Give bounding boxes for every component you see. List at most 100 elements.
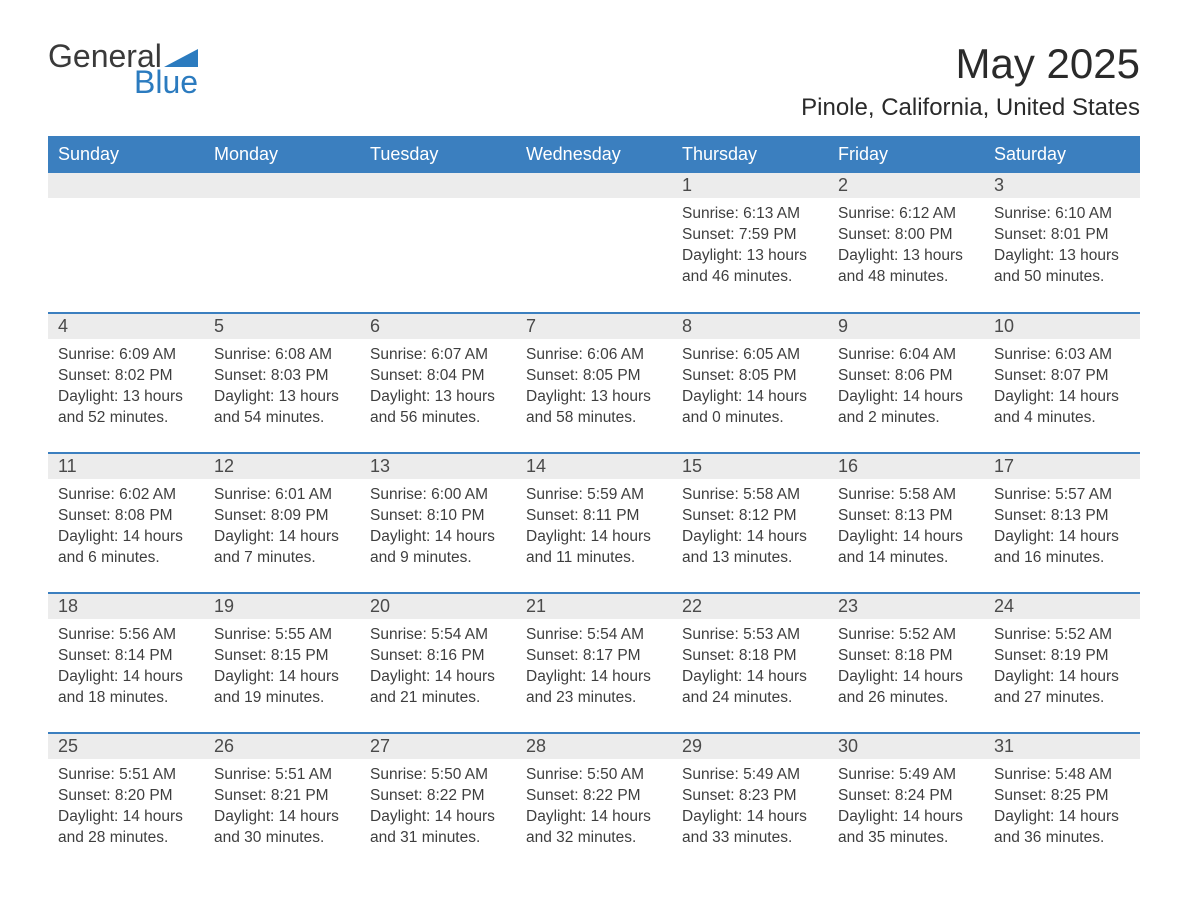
day-number: 12 xyxy=(204,454,360,479)
day-number: 13 xyxy=(360,454,516,479)
day-of-week-header: Thursday xyxy=(672,136,828,173)
day-of-week-header: Friday xyxy=(828,136,984,173)
day-of-week-header: Tuesday xyxy=(360,136,516,173)
day-data: Sunrise: 6:01 AMSunset: 8:09 PMDaylight:… xyxy=(204,479,360,585)
day-data: Sunrise: 5:48 AMSunset: 8:25 PMDaylight:… xyxy=(984,759,1140,865)
calendar-cell: 22Sunrise: 5:53 AMSunset: 8:18 PMDayligh… xyxy=(672,593,828,733)
calendar-week: 25Sunrise: 5:51 AMSunset: 8:20 PMDayligh… xyxy=(48,733,1140,873)
day-number xyxy=(204,173,360,198)
day-data: Sunrise: 6:06 AMSunset: 8:05 PMDaylight:… xyxy=(516,339,672,445)
logo-word2: Blue xyxy=(134,66,198,98)
calendar-cell: 9Sunrise: 6:04 AMSunset: 8:06 PMDaylight… xyxy=(828,313,984,453)
day-number: 3 xyxy=(984,173,1140,198)
day-number: 8 xyxy=(672,314,828,339)
day-number: 9 xyxy=(828,314,984,339)
day-number: 15 xyxy=(672,454,828,479)
day-number: 5 xyxy=(204,314,360,339)
day-number: 28 xyxy=(516,734,672,759)
calendar-cell: 12Sunrise: 6:01 AMSunset: 8:09 PMDayligh… xyxy=(204,453,360,593)
calendar-cell: 31Sunrise: 5:48 AMSunset: 8:25 PMDayligh… xyxy=(984,733,1140,873)
calendar-cell: 21Sunrise: 5:54 AMSunset: 8:17 PMDayligh… xyxy=(516,593,672,733)
day-number: 1 xyxy=(672,173,828,198)
day-data: Sunrise: 5:49 AMSunset: 8:24 PMDaylight:… xyxy=(828,759,984,865)
calendar-cell xyxy=(204,173,360,313)
calendar-cell: 19Sunrise: 5:55 AMSunset: 8:15 PMDayligh… xyxy=(204,593,360,733)
calendar-cell: 26Sunrise: 5:51 AMSunset: 8:21 PMDayligh… xyxy=(204,733,360,873)
day-data: Sunrise: 5:56 AMSunset: 8:14 PMDaylight:… xyxy=(48,619,204,725)
calendar-week: 11Sunrise: 6:02 AMSunset: 8:08 PMDayligh… xyxy=(48,453,1140,593)
day-number: 27 xyxy=(360,734,516,759)
calendar-week: 4Sunrise: 6:09 AMSunset: 8:02 PMDaylight… xyxy=(48,313,1140,453)
day-data: Sunrise: 6:13 AMSunset: 7:59 PMDaylight:… xyxy=(672,198,828,304)
day-data: Sunrise: 6:07 AMSunset: 8:04 PMDaylight:… xyxy=(360,339,516,445)
day-of-week-header: Monday xyxy=(204,136,360,173)
calendar-cell: 30Sunrise: 5:49 AMSunset: 8:24 PMDayligh… xyxy=(828,733,984,873)
day-data: Sunrise: 6:00 AMSunset: 8:10 PMDaylight:… xyxy=(360,479,516,585)
day-number: 14 xyxy=(516,454,672,479)
calendar-cell: 15Sunrise: 5:58 AMSunset: 8:12 PMDayligh… xyxy=(672,453,828,593)
day-number: 26 xyxy=(204,734,360,759)
day-data: Sunrise: 5:58 AMSunset: 8:12 PMDaylight:… xyxy=(672,479,828,585)
day-number: 31 xyxy=(984,734,1140,759)
day-data: Sunrise: 5:50 AMSunset: 8:22 PMDaylight:… xyxy=(516,759,672,865)
day-number: 16 xyxy=(828,454,984,479)
calendar-cell: 24Sunrise: 5:52 AMSunset: 8:19 PMDayligh… xyxy=(984,593,1140,733)
day-number: 2 xyxy=(828,173,984,198)
day-number: 17 xyxy=(984,454,1140,479)
day-number: 25 xyxy=(48,734,204,759)
day-data: Sunrise: 5:52 AMSunset: 8:18 PMDaylight:… xyxy=(828,619,984,725)
calendar-cell: 29Sunrise: 5:49 AMSunset: 8:23 PMDayligh… xyxy=(672,733,828,873)
calendar-cell: 20Sunrise: 5:54 AMSunset: 8:16 PMDayligh… xyxy=(360,593,516,733)
day-number: 21 xyxy=(516,594,672,619)
day-data: Sunrise: 6:12 AMSunset: 8:00 PMDaylight:… xyxy=(828,198,984,304)
day-data: Sunrise: 5:51 AMSunset: 8:21 PMDaylight:… xyxy=(204,759,360,865)
location: Pinole, California, United States xyxy=(801,94,1140,122)
calendar-cell: 25Sunrise: 5:51 AMSunset: 8:20 PMDayligh… xyxy=(48,733,204,873)
day-data: Sunrise: 5:55 AMSunset: 8:15 PMDaylight:… xyxy=(204,619,360,725)
day-data: Sunrise: 6:08 AMSunset: 8:03 PMDaylight:… xyxy=(204,339,360,445)
calendar-week: 18Sunrise: 5:56 AMSunset: 8:14 PMDayligh… xyxy=(48,593,1140,733)
calendar-cell: 1Sunrise: 6:13 AMSunset: 7:59 PMDaylight… xyxy=(672,173,828,313)
day-data: Sunrise: 5:49 AMSunset: 8:23 PMDaylight:… xyxy=(672,759,828,865)
day-number: 19 xyxy=(204,594,360,619)
day-data: Sunrise: 6:09 AMSunset: 8:02 PMDaylight:… xyxy=(48,339,204,445)
calendar-cell: 14Sunrise: 5:59 AMSunset: 8:11 PMDayligh… xyxy=(516,453,672,593)
day-number xyxy=(516,173,672,198)
logo: General Blue xyxy=(48,40,198,98)
day-number xyxy=(48,173,204,198)
calendar-cell: 10Sunrise: 6:03 AMSunset: 8:07 PMDayligh… xyxy=(984,313,1140,453)
calendar-cell xyxy=(360,173,516,313)
calendar-cell: 5Sunrise: 6:08 AMSunset: 8:03 PMDaylight… xyxy=(204,313,360,453)
calendar-cell: 8Sunrise: 6:05 AMSunset: 8:05 PMDaylight… xyxy=(672,313,828,453)
calendar-body: 1Sunrise: 6:13 AMSunset: 7:59 PMDaylight… xyxy=(48,173,1140,873)
day-data: Sunrise: 5:54 AMSunset: 8:16 PMDaylight:… xyxy=(360,619,516,725)
day-data: Sunrise: 6:04 AMSunset: 8:06 PMDaylight:… xyxy=(828,339,984,445)
calendar-cell xyxy=(48,173,204,313)
calendar-week: 1Sunrise: 6:13 AMSunset: 7:59 PMDaylight… xyxy=(48,173,1140,313)
day-number: 23 xyxy=(828,594,984,619)
day-data: Sunrise: 5:52 AMSunset: 8:19 PMDaylight:… xyxy=(984,619,1140,725)
calendar-cell: 3Sunrise: 6:10 AMSunset: 8:01 PMDaylight… xyxy=(984,173,1140,313)
day-data: Sunrise: 6:05 AMSunset: 8:05 PMDaylight:… xyxy=(672,339,828,445)
month-title: May 2025 xyxy=(801,40,1140,88)
day-number: 24 xyxy=(984,594,1140,619)
day-of-week-header: Sunday xyxy=(48,136,204,173)
calendar-cell: 13Sunrise: 6:00 AMSunset: 8:10 PMDayligh… xyxy=(360,453,516,593)
day-number: 6 xyxy=(360,314,516,339)
day-of-week-header: Wednesday xyxy=(516,136,672,173)
calendar-cell: 17Sunrise: 5:57 AMSunset: 8:13 PMDayligh… xyxy=(984,453,1140,593)
calendar-cell: 4Sunrise: 6:09 AMSunset: 8:02 PMDaylight… xyxy=(48,313,204,453)
calendar-cell: 7Sunrise: 6:06 AMSunset: 8:05 PMDaylight… xyxy=(516,313,672,453)
day-data: Sunrise: 6:02 AMSunset: 8:08 PMDaylight:… xyxy=(48,479,204,585)
calendar-cell xyxy=(516,173,672,313)
calendar-cell: 23Sunrise: 5:52 AMSunset: 8:18 PMDayligh… xyxy=(828,593,984,733)
day-data: Sunrise: 5:58 AMSunset: 8:13 PMDaylight:… xyxy=(828,479,984,585)
header: General Blue May 2025 Pinole, California… xyxy=(48,40,1140,122)
day-data: Sunrise: 6:10 AMSunset: 8:01 PMDaylight:… xyxy=(984,198,1140,304)
day-data: Sunrise: 6:03 AMSunset: 8:07 PMDaylight:… xyxy=(984,339,1140,445)
calendar-cell: 18Sunrise: 5:56 AMSunset: 8:14 PMDayligh… xyxy=(48,593,204,733)
day-number: 29 xyxy=(672,734,828,759)
day-number: 22 xyxy=(672,594,828,619)
title-block: May 2025 Pinole, California, United Stat… xyxy=(801,40,1140,122)
day-number: 11 xyxy=(48,454,204,479)
